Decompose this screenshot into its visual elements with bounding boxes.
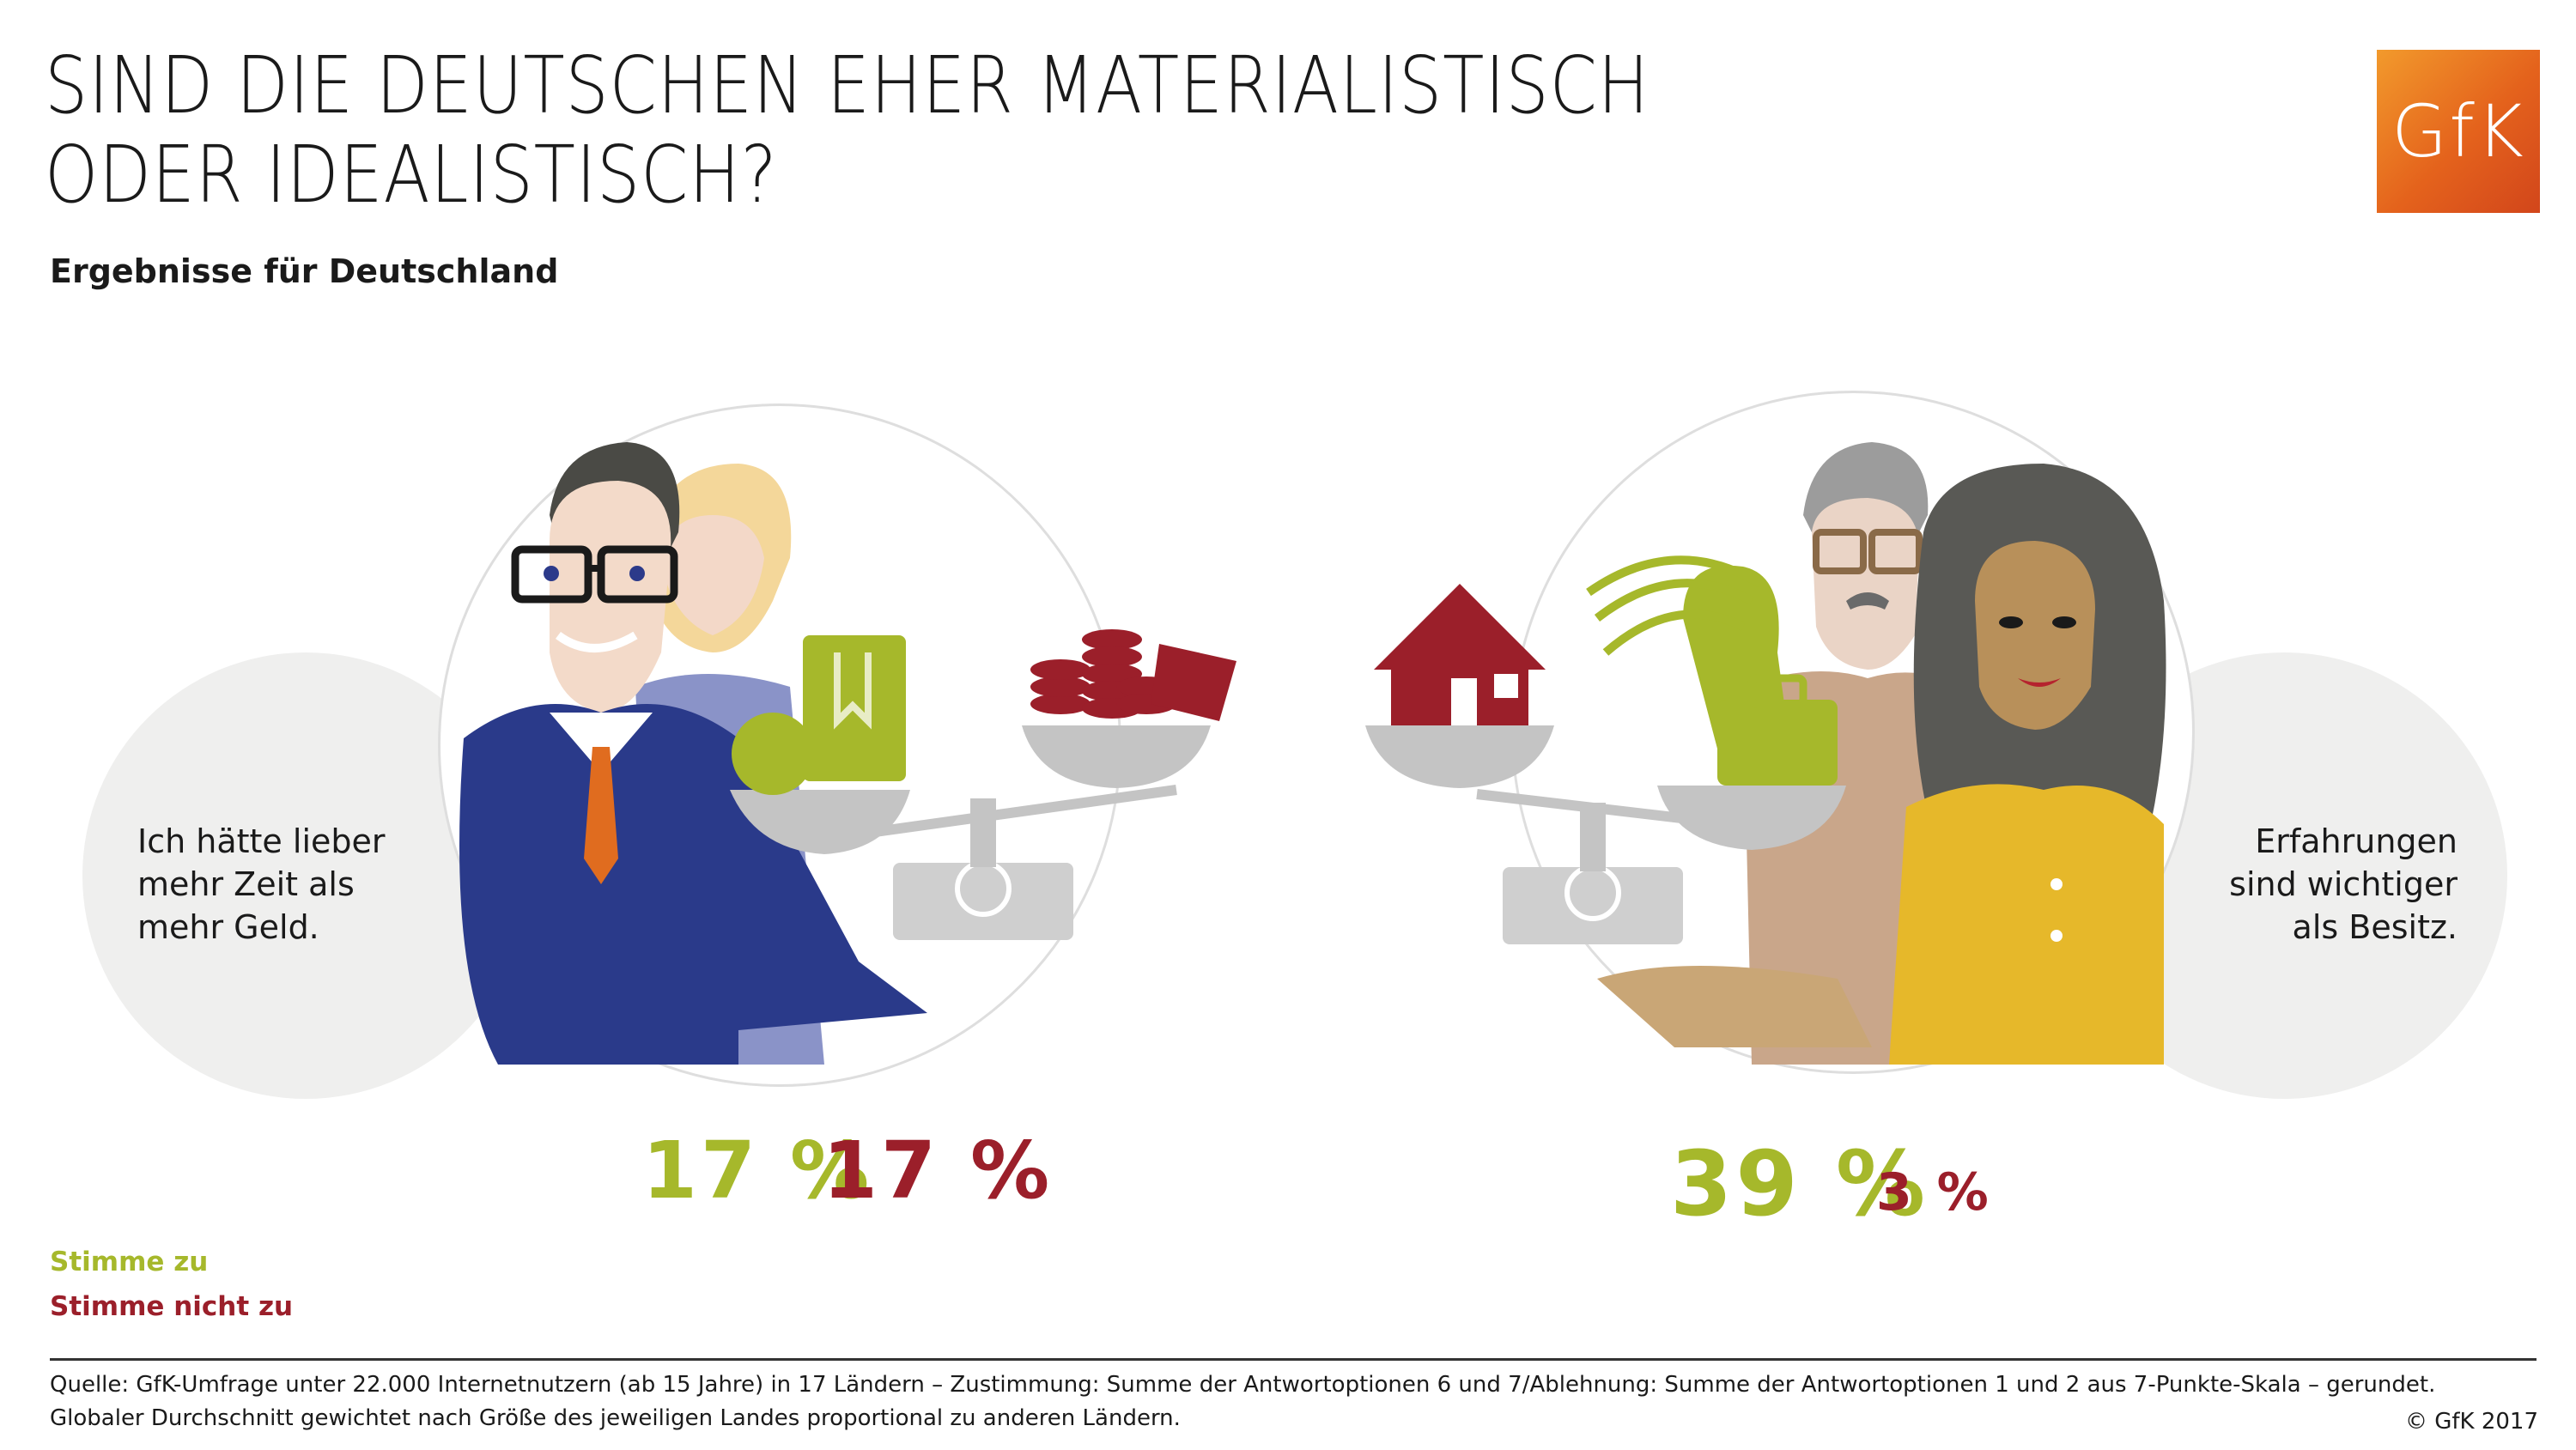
man-left-illustration (459, 442, 927, 1065)
statement-left-line-3: mehr Geld. (137, 908, 319, 946)
subtitle: Ergebnisse für Deutschland (50, 252, 559, 290)
woman-right-illustration (1597, 464, 2166, 1065)
data-label-right-agree: 39 % (1670, 1131, 1929, 1236)
footer-copyright: © GfK 2017 (2404, 1409, 2538, 1435)
statement-right: Erfahrungen sind wichtiger als Besitz. (2229, 820, 2458, 949)
data-label-left-disagree: 17 % (823, 1125, 1054, 1216)
statement-right-line-2: sind wichtiger (2229, 865, 2458, 903)
footer-divider (50, 1358, 2537, 1361)
title-line-2: ODER IDEALISTISCH? (45, 129, 778, 221)
statement-left: Ich hätte lieber mehr Zeit als mehr Geld… (137, 820, 386, 949)
title-line-1: SIND DIE DEUTSCHEN EHER MATERIALISTISCH (45, 39, 1650, 131)
legend-disagree: Stimme nicht zu (50, 1291, 294, 1322)
data-label-right-disagree: 3 % (1876, 1162, 1992, 1222)
scale-left-illustration (730, 629, 1236, 940)
footer-weighting: Globaler Durchschnitt gewichtet nach Grö… (50, 1405, 1181, 1431)
footer-source: Quelle: GfK-Umfrage unter 22.000 Interne… (50, 1372, 2436, 1398)
data-label-left-agree: 17 % (642, 1125, 873, 1216)
page-title: SIND DIE DEUTSCHEN EHER MATERIALISTISCH … (45, 41, 2277, 220)
statement-right-line-3: als Besitz. (2292, 908, 2458, 946)
statement-right-line-1: Erfahrungen (2255, 822, 2458, 860)
gfk-logo: GfK (2377, 50, 2540, 213)
scale-right-illustration (1365, 555, 1846, 944)
legend-agree: Stimme zu (50, 1247, 209, 1277)
statement-left-line-2: mehr Zeit als (137, 865, 355, 903)
statement-left-line-1: Ich hätte lieber (137, 822, 386, 860)
